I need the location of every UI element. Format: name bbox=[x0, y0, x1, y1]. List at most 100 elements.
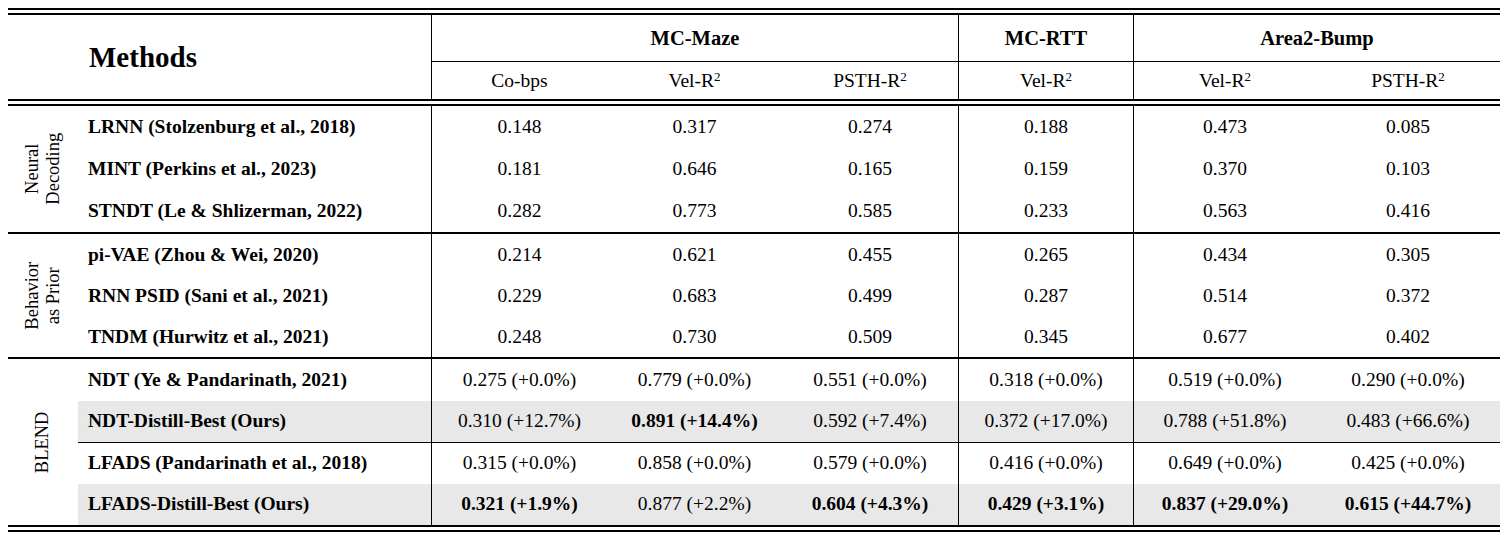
group-label-neural-decoding: Neural Decoding bbox=[8, 106, 78, 232]
value-cell: 0.877 (+2.2%) bbox=[607, 484, 782, 526]
table-header: Methods MC-Maze MC-RTT Area2-Bump Co-bps… bbox=[8, 15, 1500, 99]
methods-column-header: Methods bbox=[8, 15, 431, 99]
value-cell: 0.370 bbox=[1133, 148, 1316, 190]
value-cell: 0.425 (+0.0%) bbox=[1316, 442, 1500, 484]
method-name: TNDM (Hurwitz et al., 2021) bbox=[78, 316, 431, 357]
value-cell: 0.649 (+0.0%) bbox=[1133, 442, 1316, 484]
rotated-group-label: Behavior as Prior bbox=[22, 262, 63, 330]
group-label-behavior-as-prior: Behavior as Prior bbox=[8, 234, 78, 357]
method-name: pi-VAE (Zhou & Wei, 2020) bbox=[78, 234, 431, 275]
value-cell: 0.621 bbox=[607, 234, 782, 275]
rotated-group-label: Neural Decoding bbox=[22, 133, 63, 205]
method-name: LRNN (Stolzenburg et al., 2018) bbox=[78, 106, 431, 148]
row-group-blend: BLEND NDT (Ye & Pandarinath, 2021) 0.275… bbox=[8, 359, 1500, 525]
value-cell: 0.372 (+17.0%) bbox=[958, 401, 1133, 443]
value-cell: 0.730 bbox=[607, 316, 782, 357]
value-cell: 0.519 (+0.0%) bbox=[1133, 359, 1316, 401]
value-cell: 0.416 (+0.0%) bbox=[958, 442, 1133, 484]
row-group-behavior-as-prior: Behavior as Prior pi-VAE (Zhou & Wei, 20… bbox=[8, 234, 1500, 357]
value-cell: 0.181 bbox=[431, 148, 607, 190]
value-cell: 0.891 (+14.4%) bbox=[607, 401, 782, 443]
method-name: LFADS (Pandarinath et al., 2018) bbox=[78, 442, 431, 484]
value-cell: 0.233 bbox=[958, 190, 1133, 232]
value-cell: 0.677 bbox=[1133, 316, 1316, 357]
value-cell: 0.265 bbox=[958, 234, 1133, 275]
top-double-rule bbox=[8, 8, 1500, 15]
rotated-group-label: BLEND bbox=[33, 411, 54, 473]
value-cell: 0.188 bbox=[958, 106, 1133, 148]
method-name: LFADS-Distill-Best (Ours) bbox=[78, 484, 431, 526]
value-cell: 0.402 bbox=[1316, 316, 1500, 357]
metric-header-a2b-velr2: Vel-R2 bbox=[1133, 62, 1316, 99]
value-cell: 0.429 (+3.1%) bbox=[958, 484, 1133, 526]
value-cell: 0.148 bbox=[431, 106, 607, 148]
value-cell: 0.274 bbox=[782, 106, 958, 148]
value-cell: 0.585 bbox=[782, 190, 958, 232]
value-cell: 0.473 bbox=[1133, 106, 1316, 148]
value-cell: 0.317 bbox=[607, 106, 782, 148]
value-cell: 0.282 bbox=[431, 190, 607, 232]
metric-superscript: 2 bbox=[900, 70, 907, 83]
metric-superscript: 2 bbox=[1245, 70, 1252, 83]
bottom-double-rule bbox=[8, 525, 1500, 532]
metric-header-rtt-velr2: Vel-R2 bbox=[958, 62, 1133, 99]
value-cell: 0.683 bbox=[607, 275, 782, 316]
value-cell: 0.214 bbox=[431, 234, 607, 275]
value-cell: 0.248 bbox=[431, 316, 607, 357]
value-cell: 0.345 bbox=[958, 316, 1133, 357]
value-cell: 0.085 bbox=[1316, 106, 1500, 148]
value-cell: 0.455 bbox=[782, 234, 958, 275]
value-cell: 0.592 (+7.4%) bbox=[782, 401, 958, 443]
value-cell: 0.372 bbox=[1316, 275, 1500, 316]
value-cell: 0.321 (+1.9%) bbox=[431, 484, 607, 526]
metric-header-cobps: Co-bps bbox=[431, 62, 607, 99]
value-cell: 0.499 bbox=[782, 275, 958, 316]
value-cell: 0.287 bbox=[958, 275, 1133, 316]
results-table: Methods MC-Maze MC-RTT Area2-Bump Co-bps… bbox=[8, 8, 1500, 532]
value-cell: 0.434 bbox=[1133, 234, 1316, 275]
value-cell: 0.579 (+0.0%) bbox=[782, 442, 958, 484]
value-cell: 0.103 bbox=[1316, 148, 1500, 190]
value-cell: 0.159 bbox=[958, 148, 1133, 190]
header-double-rule bbox=[8, 99, 1500, 106]
metric-label: Vel-R bbox=[669, 70, 715, 92]
value-cell: 0.165 bbox=[782, 148, 958, 190]
value-cell: 0.229 bbox=[431, 275, 607, 316]
value-cell: 0.318 (+0.0%) bbox=[958, 359, 1133, 401]
value-cell: 0.315 (+0.0%) bbox=[431, 442, 607, 484]
dataset-header-mc-maze: MC-Maze bbox=[431, 15, 958, 62]
value-cell: 0.509 bbox=[782, 316, 958, 357]
value-cell: 0.290 (+0.0%) bbox=[1316, 359, 1500, 401]
row-group-neural-decoding: Neural Decoding LRNN (Stolzenburg et al.… bbox=[8, 106, 1500, 232]
metric-header-a2b-psthr2: PSTH-R2 bbox=[1316, 62, 1500, 99]
value-cell: 0.416 bbox=[1316, 190, 1500, 232]
metric-label: Co-bps bbox=[491, 70, 547, 92]
metric-superscript: 2 bbox=[1066, 70, 1073, 83]
method-name: RNN PSID (Sani et al., 2021) bbox=[78, 275, 431, 316]
value-cell: 0.773 bbox=[607, 190, 782, 232]
value-cell: 0.551 (+0.0%) bbox=[782, 359, 958, 401]
method-name: MINT (Perkins et al., 2023) bbox=[78, 148, 431, 190]
value-cell: 0.305 bbox=[1316, 234, 1500, 275]
dataset-header-area2-bump: Area2-Bump bbox=[1133, 15, 1500, 62]
value-cell: 0.788 (+51.8%) bbox=[1133, 401, 1316, 443]
method-name: NDT-Distill-Best (Ours) bbox=[78, 401, 431, 443]
value-cell: 0.604 (+4.3%) bbox=[782, 484, 958, 526]
value-cell: 0.483 (+66.6%) bbox=[1316, 401, 1500, 443]
value-cell: 0.275 (+0.0%) bbox=[431, 359, 607, 401]
group-label-blend: BLEND bbox=[8, 359, 78, 525]
metric-superscript: 2 bbox=[1438, 70, 1445, 83]
value-cell: 0.514 bbox=[1133, 275, 1316, 316]
value-cell: 0.310 (+12.7%) bbox=[431, 401, 607, 443]
metric-header-maze-psthr2: PSTH-R2 bbox=[782, 62, 958, 99]
value-cell: 0.563 bbox=[1133, 190, 1316, 232]
value-cell: 0.858 (+0.0%) bbox=[607, 442, 782, 484]
metric-superscript: 2 bbox=[714, 70, 721, 83]
method-name: NDT (Ye & Pandarinath, 2021) bbox=[78, 359, 431, 401]
method-name: STNDT (Le & Shlizerman, 2022) bbox=[78, 190, 431, 232]
value-cell: 0.779 (+0.0%) bbox=[607, 359, 782, 401]
metric-label: Vel-R bbox=[1020, 70, 1066, 92]
metric-label: PSTH-R bbox=[833, 70, 900, 92]
value-cell: 0.615 (+44.7%) bbox=[1316, 484, 1500, 526]
metric-label: Vel-R bbox=[1199, 70, 1245, 92]
